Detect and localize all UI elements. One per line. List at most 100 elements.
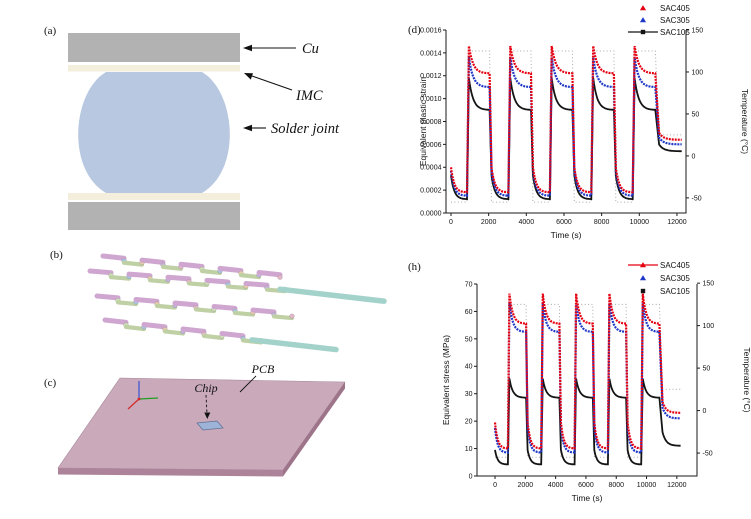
chain-bottom-trace: [271, 314, 295, 321]
x-tick-label: 4000: [519, 219, 535, 226]
legend-label: SAC405: [660, 4, 690, 13]
y-left-tick-label: 0.0016: [420, 27, 442, 34]
x-axis-title: Time (s): [572, 493, 603, 503]
y-right-tick-label: -50: [692, 195, 702, 202]
panel-b-daisy-chain-model: (b): [50, 249, 387, 353]
chip-label: Chip: [194, 381, 217, 395]
y-left-tick-label: 0.0000: [420, 210, 442, 217]
chain-bottom-trace: [162, 329, 186, 336]
x-tick-label: 8000: [608, 482, 624, 489]
coordinate-triad-icon: [127, 381, 159, 410]
chain-bottom-trace: [147, 278, 171, 284]
chain-top-trace: [219, 330, 246, 339]
y-right-tick-label: 100: [703, 323, 715, 330]
imc-layer-bottom: [68, 193, 240, 200]
solder-ball-joint: [277, 275, 283, 280]
legend-label: SAC105: [660, 287, 690, 296]
panel-a-label: (a): [44, 25, 57, 37]
chain-top-trace: [94, 293, 121, 301]
y-left-tick-label: 0: [469, 473, 473, 480]
y-right-tick-label: 50: [692, 111, 700, 118]
y-right-tick-label: 100: [692, 69, 704, 76]
chain-top-trace: [180, 326, 207, 334]
y-left-tick-label: 30: [465, 391, 473, 398]
x-tick-label: 6000: [556, 219, 572, 226]
y-left-tick-label: 0.0010: [420, 96, 442, 103]
x-tick-label: 12000: [667, 219, 687, 226]
panel-c-label: (c): [44, 377, 57, 389]
copper-pad-bottom: [68, 202, 240, 230]
solder-arrowhead-icon: [243, 124, 252, 132]
chain-bottom-trace: [225, 284, 249, 291]
series-SAC105: [450, 77, 682, 201]
chain-top-trace: [204, 277, 231, 285]
imc-arrowhead-icon: [244, 73, 253, 80]
y-left-tick-label: 0.0006: [420, 142, 442, 149]
cu-arrowhead-icon: [243, 44, 252, 52]
strain-vs-time-chart: 0 2000 4000 6000 8000 10000 12000 0.0000 0.0002 0…: [408, 4, 750, 240]
square-marker-icon: [640, 29, 646, 35]
chip-arrowhead-icon: [204, 412, 211, 419]
series-SAC405: [493, 293, 681, 450]
chain-bottom-trace: [193, 307, 217, 314]
chain-top-trace: [250, 307, 277, 315]
square-marker-icon: [640, 288, 646, 294]
stress-vs-time-chart: 0 2000 4000 6000 8000 10000 12000 0 10 20 30 40 50 60…: [408, 261, 751, 503]
y-left-tick-label: 0.0014: [420, 50, 442, 57]
chain-top-trace: [141, 321, 168, 330]
chain-bottom-trace: [160, 264, 184, 271]
y-left-axis-title: Equivalent stress (MPa): [441, 335, 451, 425]
chip-pointer-line: [205, 394, 208, 415]
x-axis-title: Time (s): [551, 230, 582, 240]
legend-label: SAC305: [660, 16, 690, 25]
triangle-marker-icon: [639, 262, 647, 268]
chain-top-trace: [256, 270, 283, 278]
axes-frame: [476, 284, 698, 477]
x-tick-label: 6000: [578, 482, 594, 489]
y-right-axis-title: Temperature (°C): [740, 89, 750, 154]
y-right-tick-label: 150: [703, 281, 715, 288]
imc-arrow: [251, 75, 293, 91]
pcb-label: PCB: [251, 362, 275, 376]
y-left-tick-label: 0.0008: [420, 119, 442, 126]
y-left-tick-label: 20: [465, 419, 473, 426]
y-left-tick-label: 60: [465, 309, 473, 316]
legend-label: SAC305: [660, 274, 690, 283]
series-SAC305: [449, 57, 682, 197]
legend-label: SAC105: [660, 28, 690, 37]
chain-top-trace: [178, 261, 205, 269]
y-right-tick-label: 150: [692, 27, 704, 34]
solder-joint-label: Solder joint: [271, 121, 340, 137]
pcb-board-front: [58, 468, 283, 477]
y-right-tick-label: -50: [703, 450, 713, 457]
lead-trace: [249, 337, 339, 353]
chain-top-trace: [87, 268, 114, 276]
triangle-marker-icon: [639, 17, 647, 23]
chain-bottom-trace: [201, 333, 225, 341]
chain-bottom-trace: [123, 324, 147, 332]
solder-ball-joint: [289, 313, 295, 319]
y-left-tick-label: 0.0004: [420, 165, 442, 172]
panel-c-pcb-model: (c) Chip PCB: [44, 362, 346, 477]
chain-bottom-trace: [154, 303, 178, 310]
series-SAC105: [494, 378, 681, 466]
y-left-tick-label: 40: [465, 364, 473, 371]
chain-bottom-trace: [238, 273, 262, 280]
chain-top-trace: [126, 271, 153, 279]
pcb-board-side: [283, 382, 345, 477]
y-left-tick-label: 10: [465, 446, 473, 453]
axes-frame: [445, 30, 687, 214]
chain-top-trace: [100, 253, 127, 261]
panel-a-solder-schematic: (a) Cu IMC Solder joint: [44, 25, 340, 230]
temperature-profile-line: [495, 303, 681, 458]
chain-bottom-trace: [121, 260, 145, 267]
chain-top-trace: [165, 274, 192, 282]
y-left-axis-title: Equivalent plastic strain: [418, 77, 428, 167]
x-tick-label: 10000: [630, 219, 650, 226]
chain-bottom-trace: [108, 275, 132, 281]
y-left-tick-label: 50: [465, 336, 473, 343]
series-SAC405: [449, 45, 682, 194]
x-tick-label: 2000: [481, 219, 497, 226]
chain-top-trace: [211, 304, 238, 311]
